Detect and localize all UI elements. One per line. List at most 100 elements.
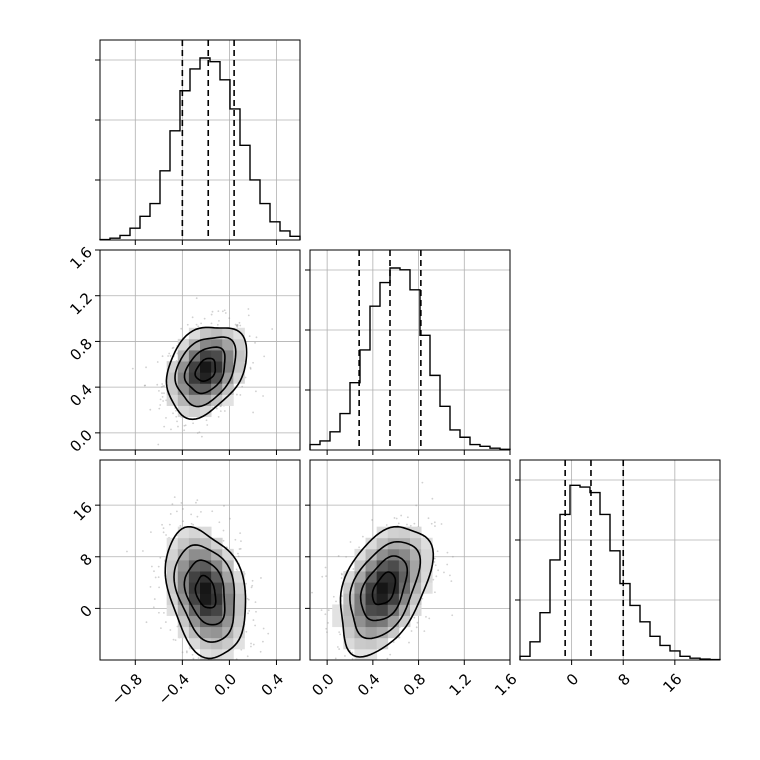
density-cell <box>188 560 201 572</box>
scatter-point <box>197 325 200 328</box>
density-cell <box>166 560 179 572</box>
density-cell <box>354 637 366 650</box>
density-cell <box>343 626 355 639</box>
density-cell <box>421 537 433 550</box>
density-cell <box>354 582 366 594</box>
density-cell <box>211 648 223 660</box>
density-cell <box>200 361 212 373</box>
panels: −0.8 −0.4 0.0 0.4 0.0 0.4 0.8 1.2 1.6 0 8 16 0.0 0.4 0… <box>66 39 721 709</box>
joint-inner-2 <box>100 460 300 677</box>
scatter-point <box>144 384 146 387</box>
scatter-point <box>400 514 403 517</box>
scatter-point <box>389 653 392 656</box>
scatter-point <box>192 657 195 660</box>
scatter-point <box>157 443 160 446</box>
density-cell <box>376 637 389 650</box>
y-tick-label-2-5: 1.6 <box>66 243 96 273</box>
scatter-point <box>236 324 239 327</box>
x-tick-label-1-2: −0.4 <box>155 670 193 708</box>
density-cell <box>166 361 179 373</box>
scatter-point <box>249 366 252 369</box>
density-cell <box>200 372 212 384</box>
scatter-point <box>191 316 194 319</box>
scatter-point <box>229 517 231 520</box>
scatter-point <box>182 508 184 510</box>
scatter-point <box>162 385 164 388</box>
hist-step-1 <box>99 57 301 241</box>
scatter-point <box>219 410 222 413</box>
scatter-point <box>337 555 340 557</box>
scatter-point <box>351 657 354 660</box>
scatter-point <box>449 574 451 577</box>
scatter-point <box>340 577 343 579</box>
scatter-point <box>207 665 209 667</box>
density-cell <box>166 582 179 594</box>
scatter-point <box>183 454 185 456</box>
scatter-point <box>196 515 199 518</box>
scatter-point <box>321 575 324 578</box>
density-cell <box>233 327 245 340</box>
density-cell <box>177 394 190 406</box>
scatter-point <box>395 517 398 520</box>
scatter-point <box>326 631 328 634</box>
scatter-point <box>344 676 346 678</box>
density-cell <box>222 548 234 561</box>
density-cell <box>343 582 355 594</box>
scatter-point <box>250 586 253 589</box>
scatter-point <box>235 393 238 396</box>
scatter-point <box>385 524 388 526</box>
density-cell <box>343 571 355 583</box>
scatter-point <box>194 671 196 673</box>
density-cell <box>365 637 378 650</box>
scatter-point <box>154 576 157 579</box>
density-cell <box>177 405 190 418</box>
scatter-point <box>251 579 254 582</box>
scatter-point <box>371 519 374 521</box>
density-cell <box>177 582 190 594</box>
y-tick-label-2-4: 1.2 <box>66 289 96 319</box>
scatter-point <box>196 499 199 502</box>
scatter-point <box>408 641 410 644</box>
scatter-point <box>240 540 242 542</box>
scatter-point <box>390 662 392 664</box>
scatter-point <box>238 321 241 324</box>
scatter-point <box>311 591 313 594</box>
density-cell <box>387 560 400 572</box>
scatter-point <box>205 419 208 422</box>
density-cell <box>376 582 389 594</box>
density-cell <box>188 327 201 340</box>
hist-frame-3 <box>519 459 721 661</box>
scatter-point <box>238 548 241 550</box>
density-cell <box>211 560 223 572</box>
scatter-point <box>349 541 352 543</box>
scatter-point <box>185 650 188 653</box>
scatter-point <box>213 675 215 677</box>
scatter-point <box>370 663 372 665</box>
scatter-point <box>239 547 242 550</box>
scatter-point <box>425 615 427 618</box>
scatter-point <box>205 669 207 671</box>
scatter-point <box>175 510 178 513</box>
scatter-point <box>198 431 201 434</box>
density-cell <box>200 383 212 395</box>
contour-1-3 <box>174 336 237 408</box>
density-cell <box>200 327 212 340</box>
density-cell <box>421 560 433 572</box>
scatter-point <box>158 407 161 410</box>
density-cell <box>410 560 422 572</box>
scatter-point <box>200 322 203 325</box>
scatter-point <box>413 522 416 525</box>
density-cell <box>398 571 411 583</box>
scatter-point <box>195 297 198 300</box>
density-cell <box>376 593 389 605</box>
density-cell <box>177 338 190 351</box>
density-cell <box>376 604 389 616</box>
density-cell <box>410 537 422 550</box>
scatter-point <box>185 651 188 654</box>
scatter-point <box>436 550 439 553</box>
density-cell <box>365 582 378 594</box>
density-cell <box>233 350 245 362</box>
scatter-point <box>196 432 199 434</box>
scatter-point <box>200 435 203 438</box>
scatter-point <box>228 317 231 319</box>
